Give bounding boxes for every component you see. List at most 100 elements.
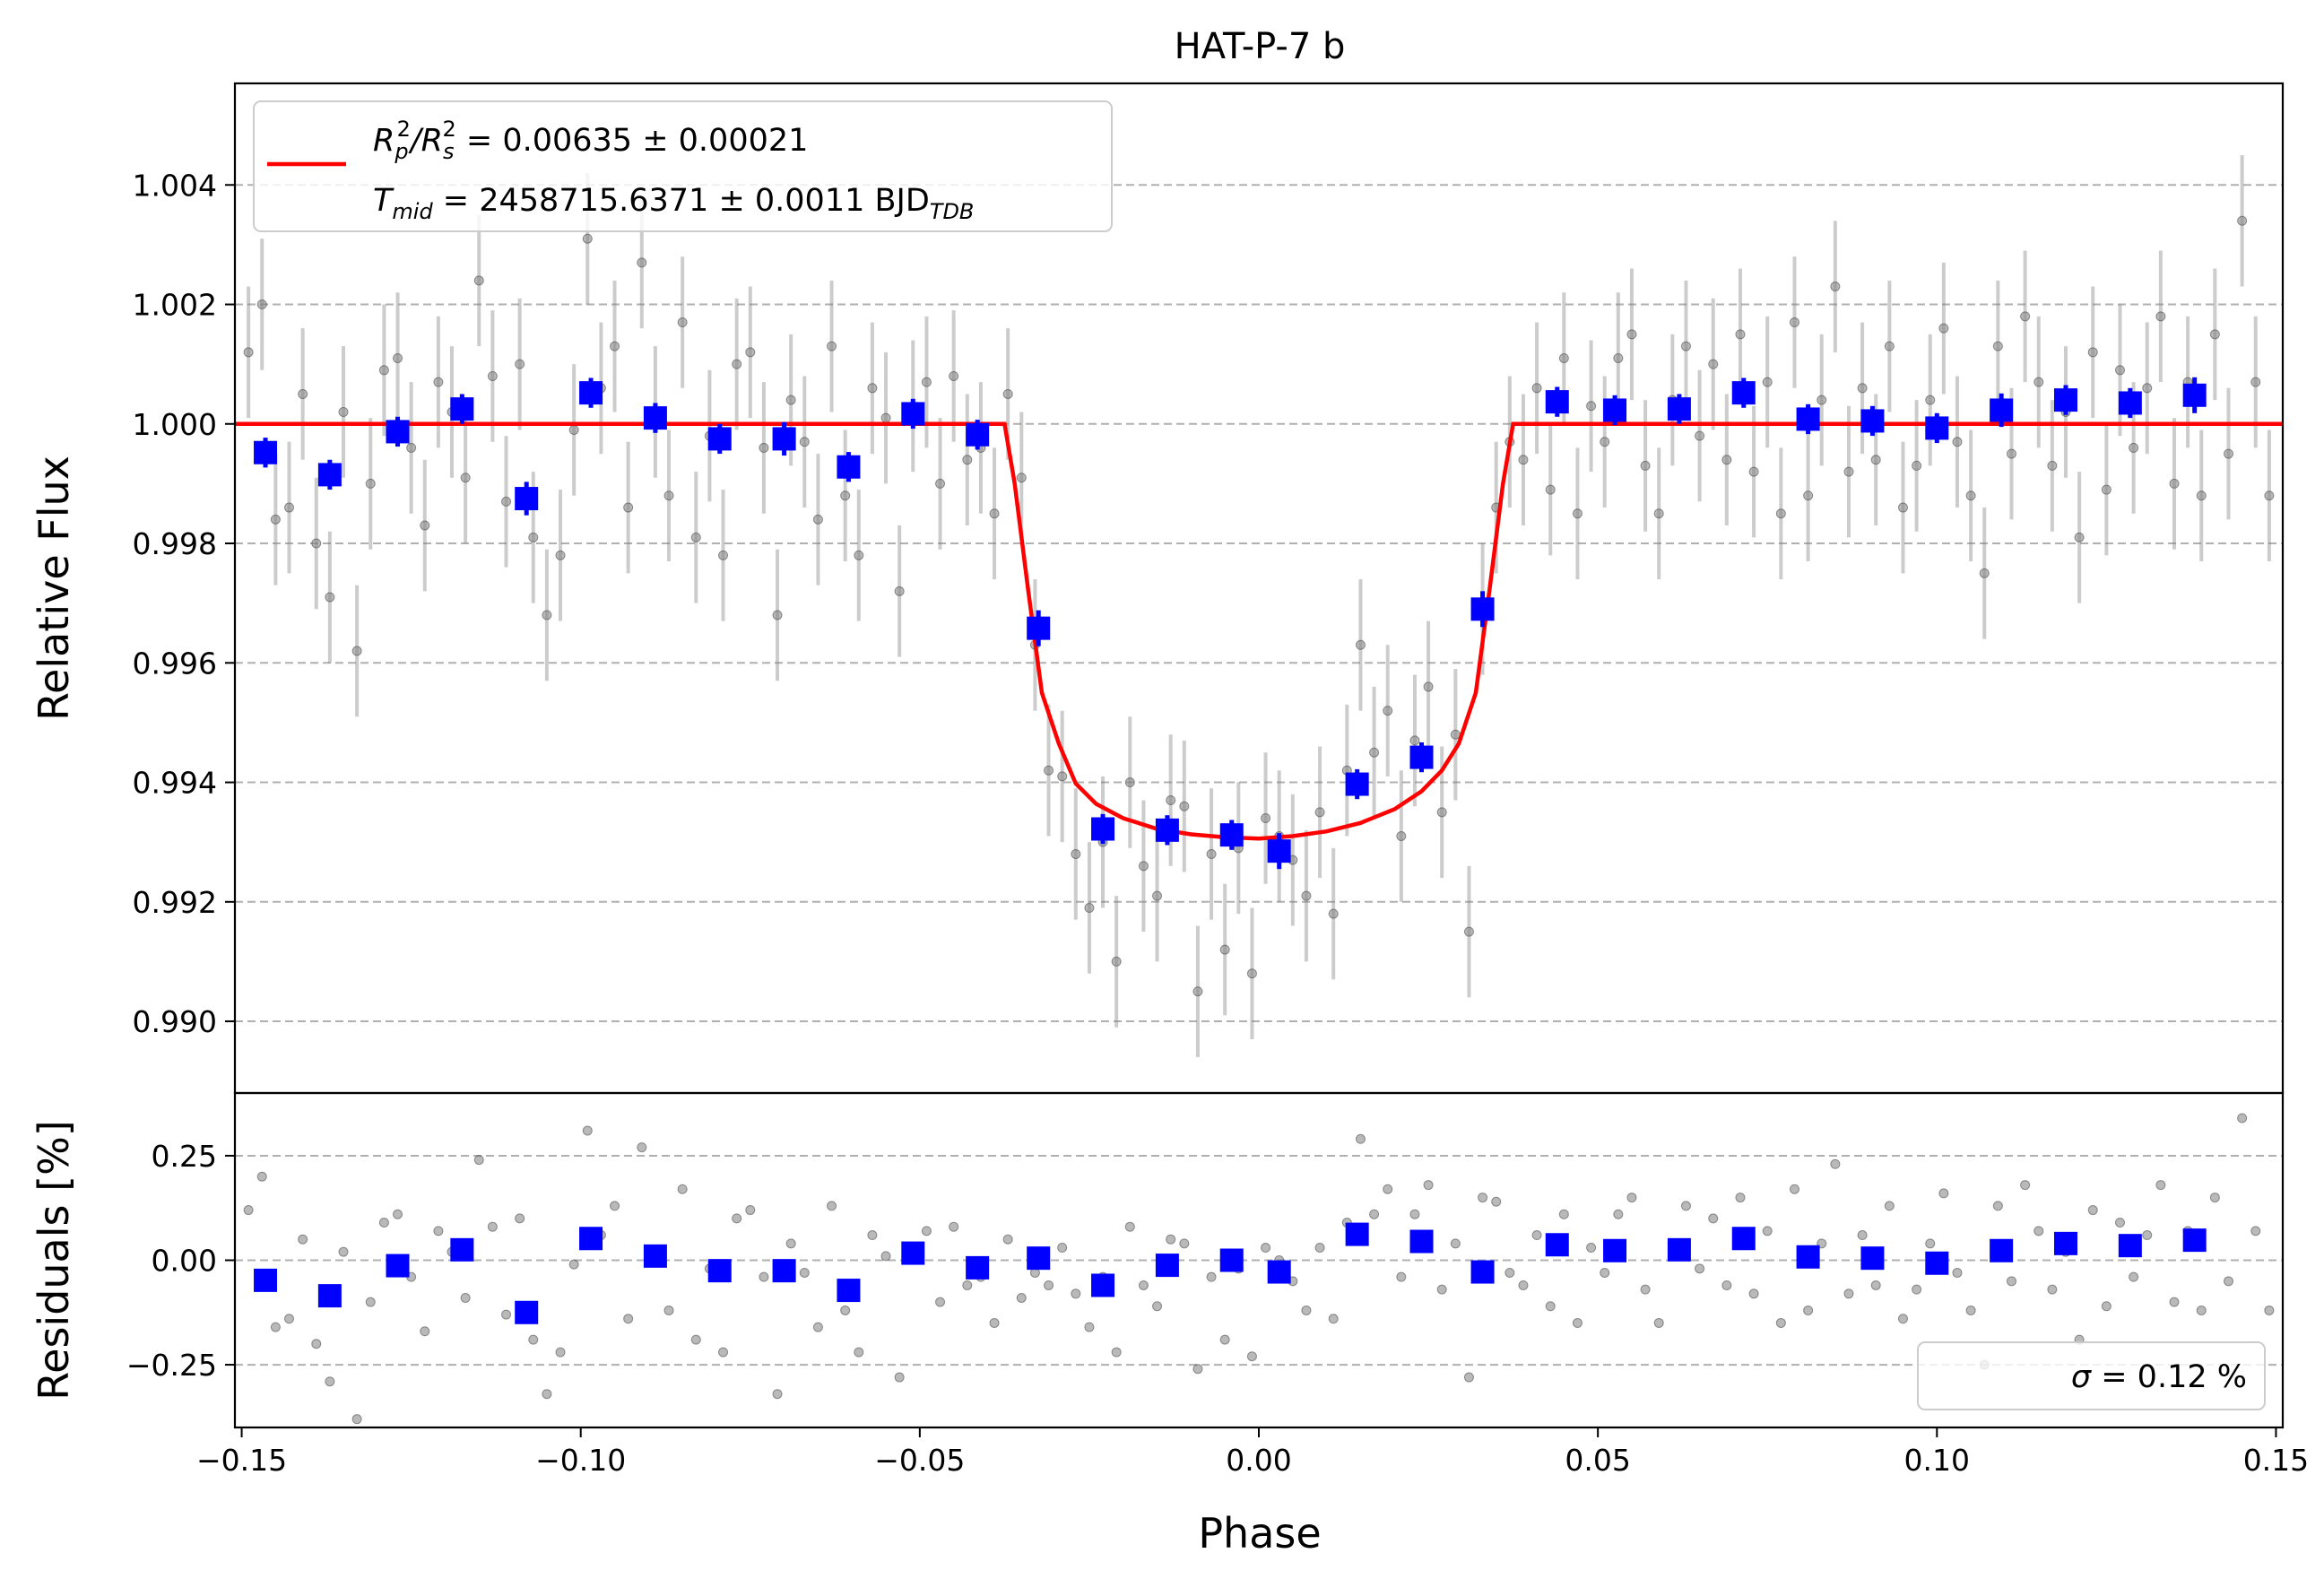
flux-raw-point — [298, 388, 308, 399]
residual-raw-point — [270, 1322, 281, 1332]
residuals-y-ticks: −0.25 0.00 0.25 — [126, 1139, 235, 1383]
residual-raw-point — [2020, 1180, 2031, 1191]
sigma-legend: σ = 0.12 % — [1917, 1341, 2266, 1410]
flux-raw-point — [1762, 377, 1773, 387]
legend-time-sub: mid — [392, 199, 433, 224]
residual-raw-point — [1463, 1372, 1474, 1383]
residual-raw-point — [311, 1339, 322, 1349]
residual-binned-point — [1925, 1251, 1949, 1275]
flux-raw-point — [772, 610, 783, 620]
residual-raw-point — [1016, 1292, 1027, 1303]
sigma-legend-box — [1917, 1341, 2266, 1410]
flux-raw-point — [2020, 311, 2031, 322]
residual-raw-point — [298, 1234, 308, 1245]
residual-raw-point — [677, 1184, 688, 1194]
flux-raw-point — [1383, 706, 1393, 716]
flux-raw-point — [1965, 490, 1976, 501]
flux-raw-point — [962, 455, 973, 465]
flux-binned-point — [1470, 597, 1495, 621]
legend-radius-ratio: Rp2/Rs2 = 0.00635 ± 0.00021 — [373, 117, 808, 164]
residual-raw-point — [962, 1280, 973, 1290]
flux-binned-point — [707, 427, 732, 451]
residual-raw-point — [1830, 1158, 1841, 1169]
residual-binned-point — [837, 1279, 861, 1303]
residual-raw-point — [745, 1205, 756, 1216]
flux-binned-point — [1925, 416, 1949, 440]
flux-raw-point — [759, 442, 769, 453]
flux-binned-point — [450, 397, 474, 421]
legend-time-sub-tdb: TDB — [930, 199, 975, 224]
fit-legend-box — [253, 100, 1113, 232]
residual-raw-point — [325, 1376, 335, 1387]
residual-raw-point — [2114, 1218, 2125, 1228]
residual-raw-point — [420, 1326, 430, 1337]
flux-raw-point — [2074, 532, 2085, 542]
flux-raw-point — [2047, 460, 2058, 471]
residual-raw-point — [1870, 1280, 1881, 1290]
residual-raw-point — [690, 1334, 701, 1345]
residual-raw-point — [487, 1221, 498, 1232]
flux-raw-point — [1301, 890, 1312, 901]
flux-raw-point — [1843, 466, 1854, 477]
flux-raw-point — [935, 478, 946, 489]
residual-raw-point — [827, 1201, 837, 1211]
flux-raw-point — [1803, 490, 1814, 501]
flux-raw-point — [1870, 455, 1881, 465]
flux-raw-point — [1626, 329, 1637, 340]
residual-raw-point — [1246, 1351, 1257, 1362]
flux-raw-point — [1748, 466, 1759, 477]
residual-raw-point — [2129, 1271, 2139, 1282]
phase-x-tick-label: −0.05 — [874, 1443, 965, 1478]
flux-raw-point — [420, 520, 430, 531]
residual-raw-point — [1314, 1243, 1325, 1254]
residual-raw-point — [1762, 1226, 1773, 1236]
residual-binned-point — [1860, 1246, 1885, 1271]
flux-binned-points — [254, 377, 2207, 870]
phase-x-tick-label: −0.15 — [196, 1443, 287, 1478]
residual-raw-point — [785, 1238, 796, 1249]
residual-raw-point — [393, 1209, 403, 1219]
residual-raw-point — [1545, 1301, 1556, 1312]
residual-raw-point — [623, 1314, 634, 1324]
residual-raw-point — [867, 1230, 878, 1241]
residual-binned-point — [317, 1284, 342, 1308]
flux-raw-point — [812, 514, 823, 525]
flux-raw-point — [745, 347, 756, 358]
flux-raw-point — [2142, 383, 2153, 394]
residual-binned-point — [1091, 1273, 1115, 1297]
residual-raw-point — [2209, 1193, 2220, 1203]
flux-binned-point — [901, 402, 925, 426]
residual-raw-point — [921, 1226, 932, 1236]
flux-raw-point — [1206, 848, 1217, 859]
flux-raw-point — [1857, 383, 1868, 394]
flux-binned-point — [317, 463, 342, 487]
residual-binned-point — [772, 1259, 796, 1283]
flux-raw-point — [378, 365, 389, 376]
flux-raw-point — [732, 359, 742, 369]
flux-raw-point — [1111, 956, 1122, 967]
transit-model-curve — [235, 421, 2283, 841]
flux-raw-point — [1545, 484, 1556, 495]
flux-binned-point — [1219, 823, 1244, 847]
flux-raw-point — [799, 437, 810, 447]
flux-raw-point — [555, 550, 566, 560]
flux-raw-point — [1450, 729, 1461, 740]
flux-raw-point — [515, 359, 525, 369]
flux-raw-point — [1586, 401, 1597, 412]
residual-binned-point — [1027, 1246, 1051, 1271]
residual-binned-point — [450, 1237, 474, 1262]
flux-y-ticks: 0.990 0.992 0.994 0.996 0.998 1.000 1.002 1.004 — [133, 168, 235, 1039]
flux-raw-points — [243, 154, 2275, 1058]
flux-binned-point — [1990, 398, 2014, 422]
residual-raw-point — [1735, 1193, 1746, 1203]
residual-raw-point — [1179, 1238, 1190, 1249]
flux-raw-point — [2237, 215, 2248, 226]
residual-raw-point — [2264, 1305, 2275, 1315]
residual-binned-point — [254, 1268, 278, 1292]
flux-raw-point — [2087, 347, 2098, 358]
residual-raw-point — [1152, 1301, 1163, 1312]
flux-raw-point — [1640, 460, 1651, 471]
sigma-symbol: σ — [2071, 1359, 2093, 1395]
flux-raw-point — [1558, 352, 1569, 363]
flux-raw-point — [1396, 831, 1407, 842]
